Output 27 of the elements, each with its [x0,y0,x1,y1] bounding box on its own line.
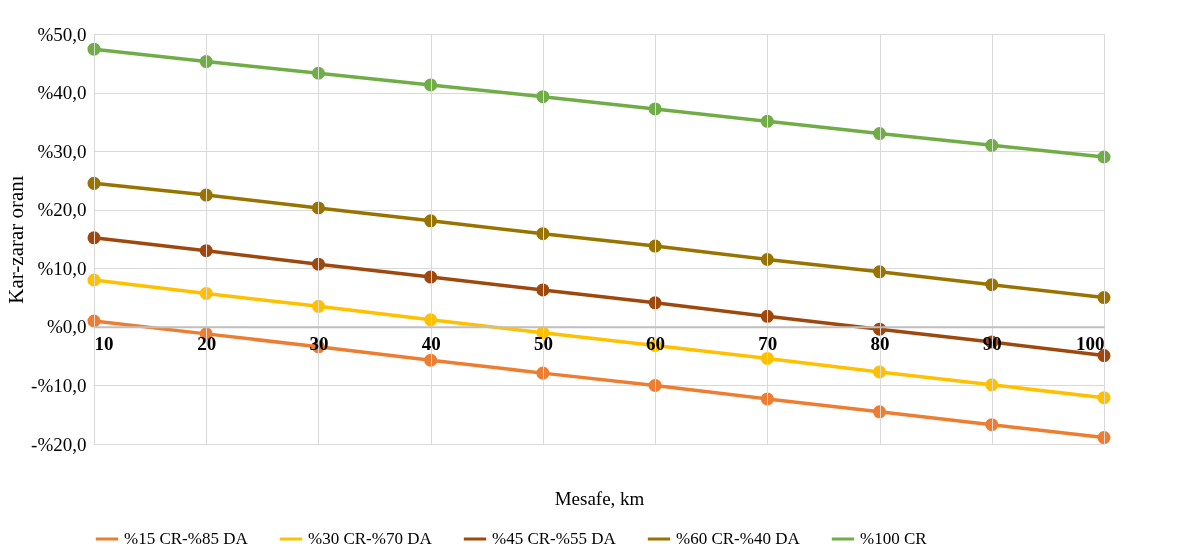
point [985,418,999,432]
x-tick-label: 100 [1076,333,1105,355]
y-axis-title: Kar-zarar oranı [4,175,29,304]
x-tick-label: 80 [870,333,890,355]
x-tick-label: 50 [533,333,553,355]
y-tick-label: %30,0 [37,140,87,162]
legend-label: %60 CR-%40 DA [676,529,801,548]
legend-label: %15 CR-%85 DA [124,529,249,548]
legend-label: %45 CR-%55 DA [492,529,617,548]
legend-label: %100 CR [860,529,928,548]
point [873,127,887,141]
x-tick-label: 20 [197,333,217,355]
point [760,114,774,128]
legend-label: %30 CR-%70 DA [308,529,433,548]
y-tick-label: %10,0 [37,257,87,279]
y-tick-label: %40,0 [37,82,87,104]
x-tick-label: 70 [758,333,778,355]
x-axis-title: Mesafe, km [554,487,645,509]
y-tick-label: %20,0 [37,199,87,221]
y-tick-label: -%10,0 [31,374,87,396]
y-tick-label: -%20,0 [31,433,87,455]
x-tick-label: 40 [421,333,441,355]
point [985,278,999,292]
y-tick-label: %0,0 [46,316,87,338]
point [873,365,887,379]
x-tick-label: 10 [94,333,114,355]
y-tick-label: %50,0 [37,23,87,45]
